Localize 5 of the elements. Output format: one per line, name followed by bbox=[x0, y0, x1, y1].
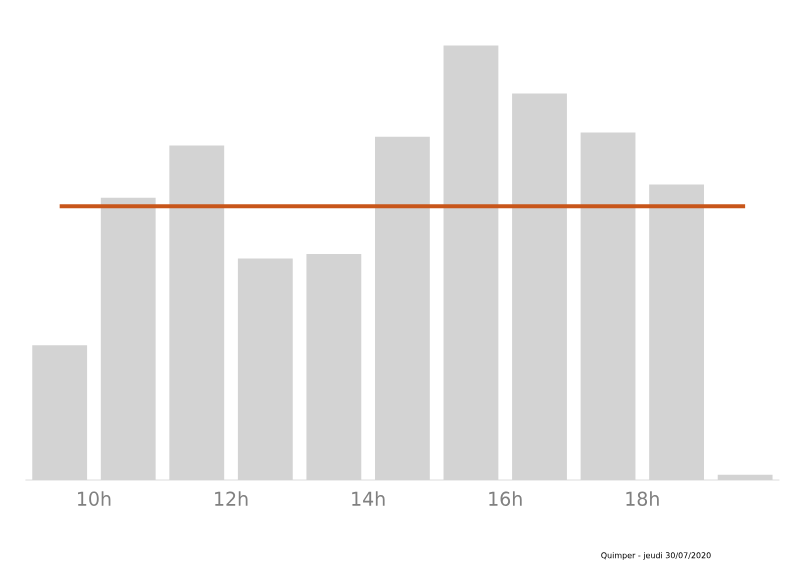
x-tick-label: 12h bbox=[215, 491, 248, 506]
x-tick-label: 16h bbox=[489, 491, 522, 506]
x-tick-label: 14h bbox=[352, 491, 385, 506]
x-tick-label: 10h bbox=[78, 491, 111, 506]
x-tick-label: 18h bbox=[626, 491, 659, 506]
